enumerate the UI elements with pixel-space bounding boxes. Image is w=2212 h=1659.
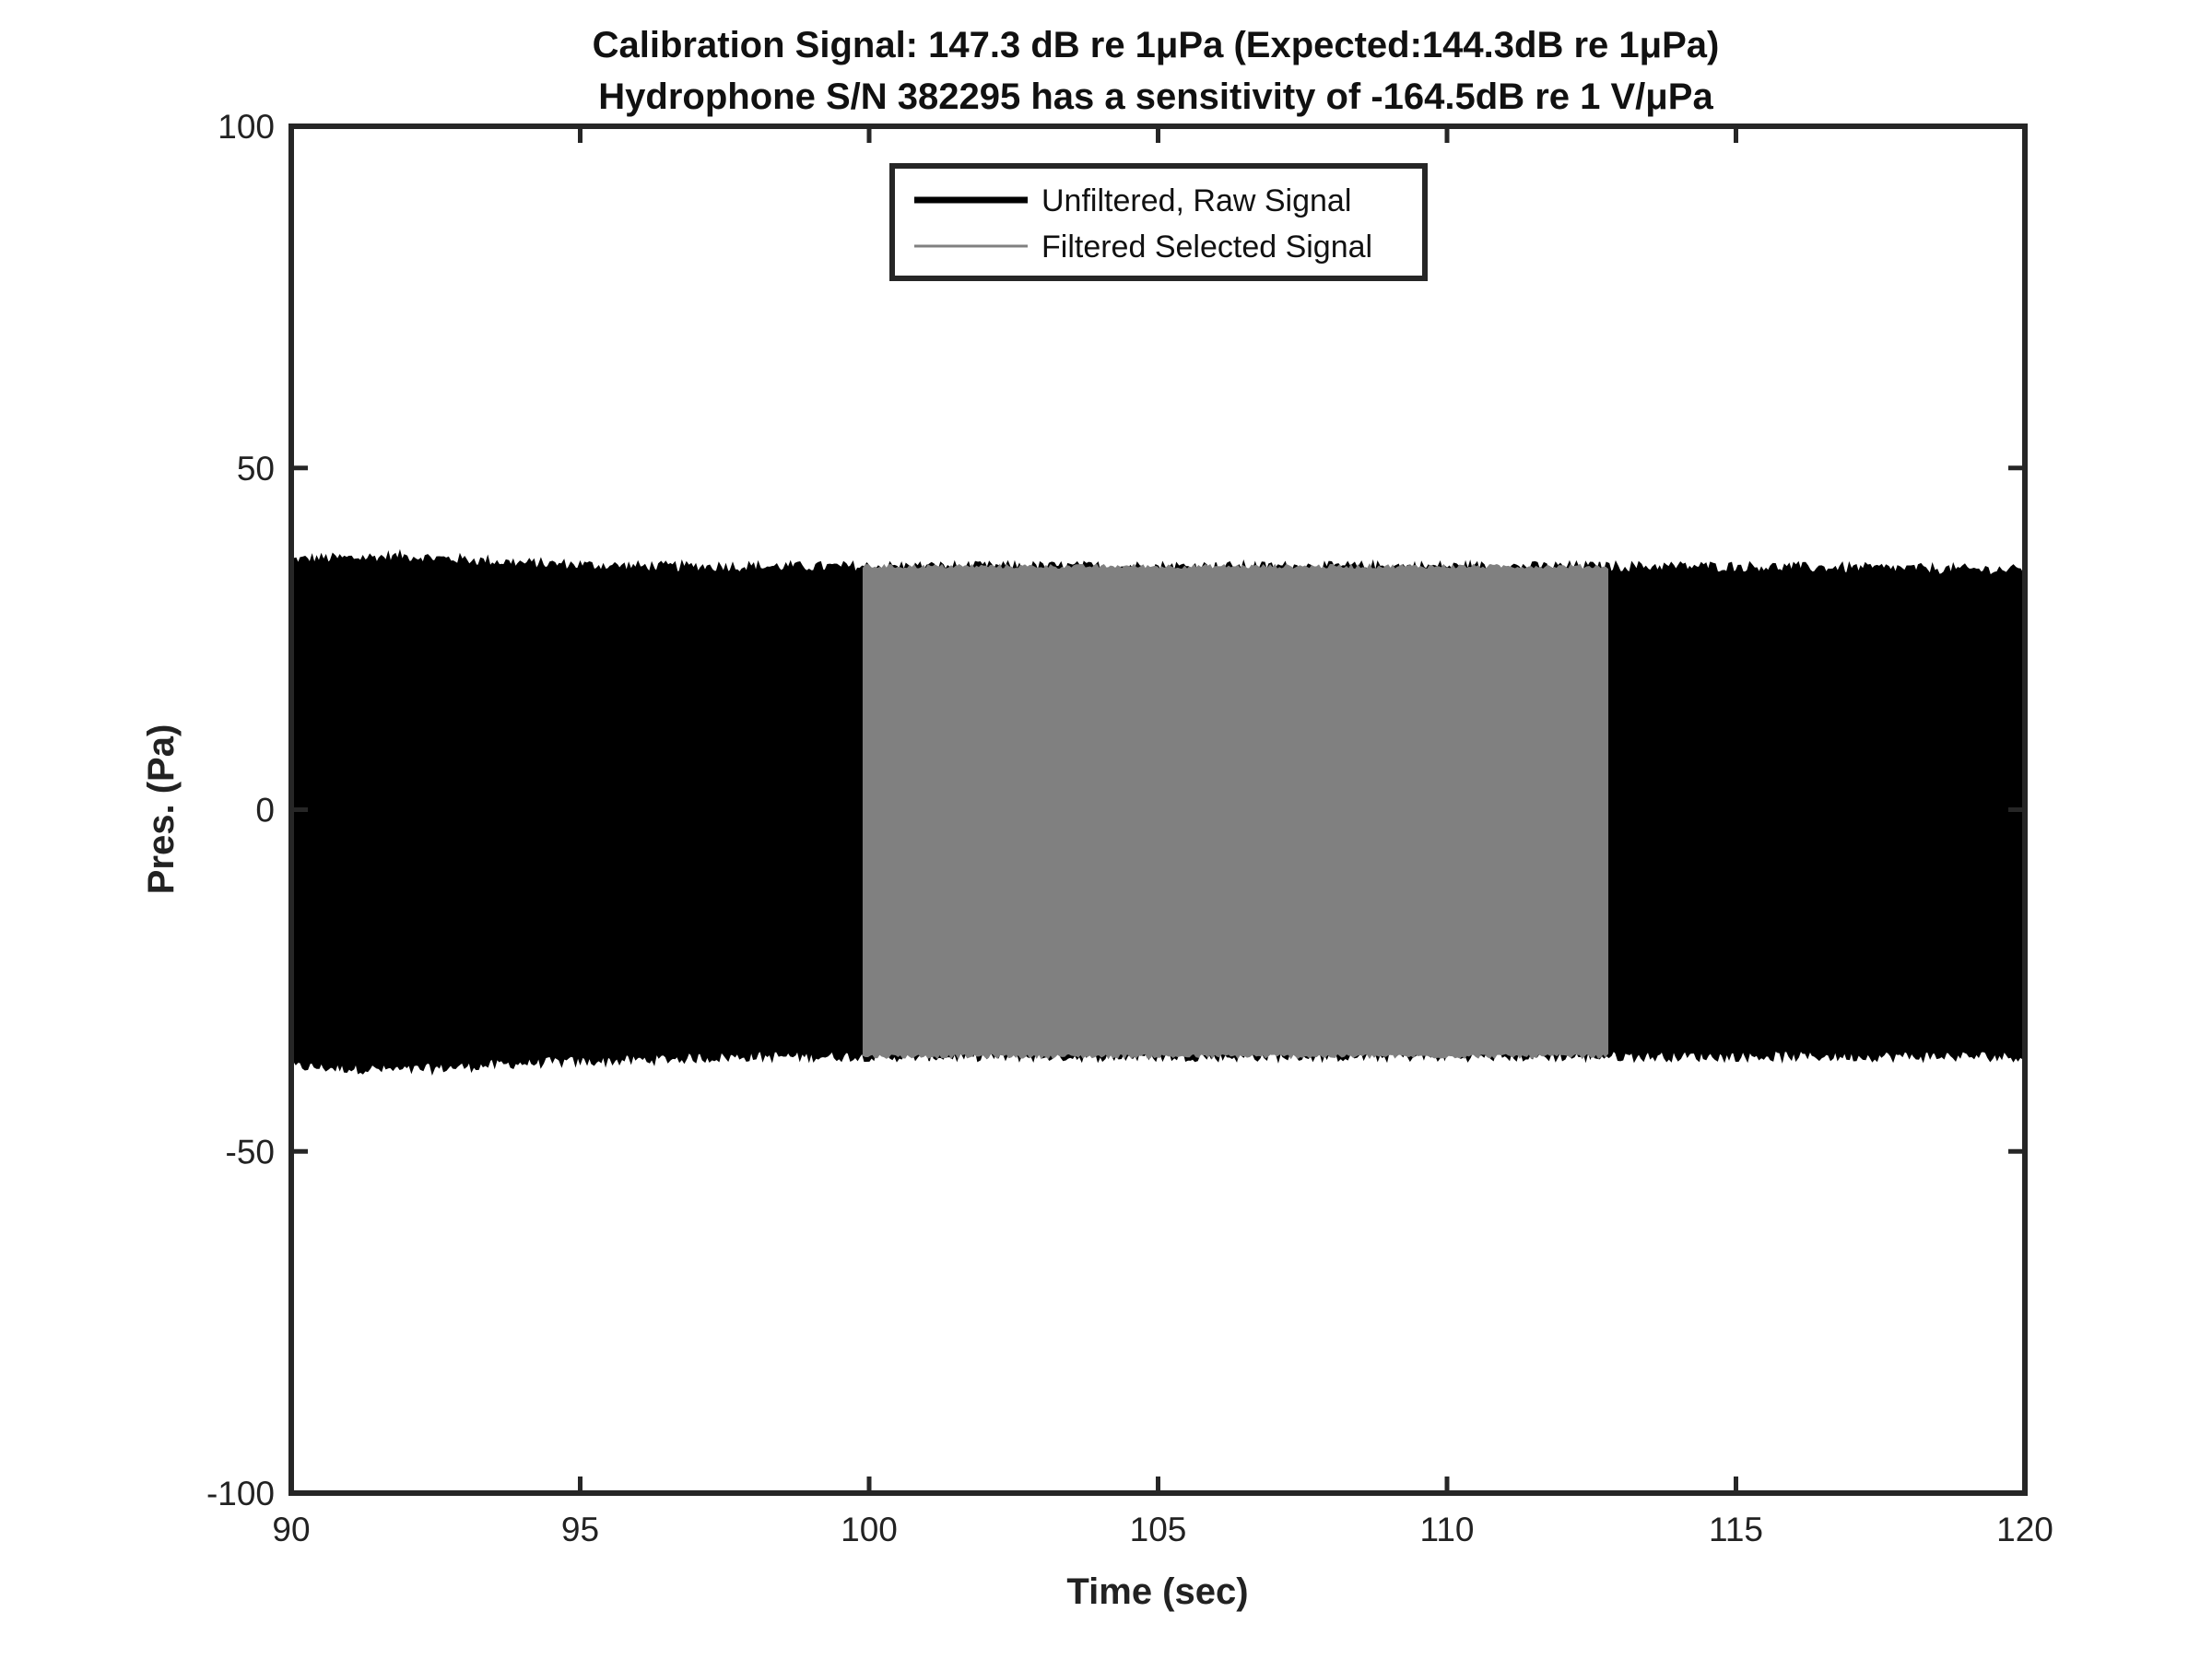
chart-title-line-2: Hydrophone S/N 382295 has a sensitivity … <box>598 76 1713 117</box>
y-tick-label: 50 <box>237 450 275 488</box>
legend-box <box>889 163 1428 281</box>
y-tick-label: 0 <box>255 792 275 830</box>
chart-title-line-1: Calibration Signal: 147.3 dB re 1μPa (Ex… <box>593 25 1720 65</box>
y-tick-label: 100 <box>218 108 275 146</box>
legend-label-unfiltered: Unfiltered, Raw Signal <box>1041 183 1351 218</box>
x-tick-label: 100 <box>841 1511 898 1548</box>
series-filtered-selected-signal <box>862 563 1609 1060</box>
x-tick-label: 90 <box>272 1511 310 1548</box>
series-layer <box>290 548 2026 1076</box>
y-axis-label: Pres. (Pa) <box>141 724 182 895</box>
x-axis-label: Time (sec) <box>1066 1571 1248 1612</box>
x-tick-label: 110 <box>1420 1511 1475 1548</box>
x-tick-label: 115 <box>1709 1511 1763 1548</box>
x-tick-label: 120 <box>1996 1511 2053 1548</box>
y-tick-label: -100 <box>206 1475 275 1512</box>
legend-label-filtered: Filtered Selected Signal <box>1041 229 1372 265</box>
x-tick-label: 105 <box>1130 1511 1187 1548</box>
tick-layer: 90 95 100 105 110 115 120 -100 -50 0 50 100 <box>206 108 2053 1548</box>
x-tick-label: 95 <box>561 1511 599 1548</box>
legend: Unfiltered, Raw Signal Filtered Selected… <box>889 163 1428 281</box>
y-tick-label: -50 <box>226 1133 275 1171</box>
